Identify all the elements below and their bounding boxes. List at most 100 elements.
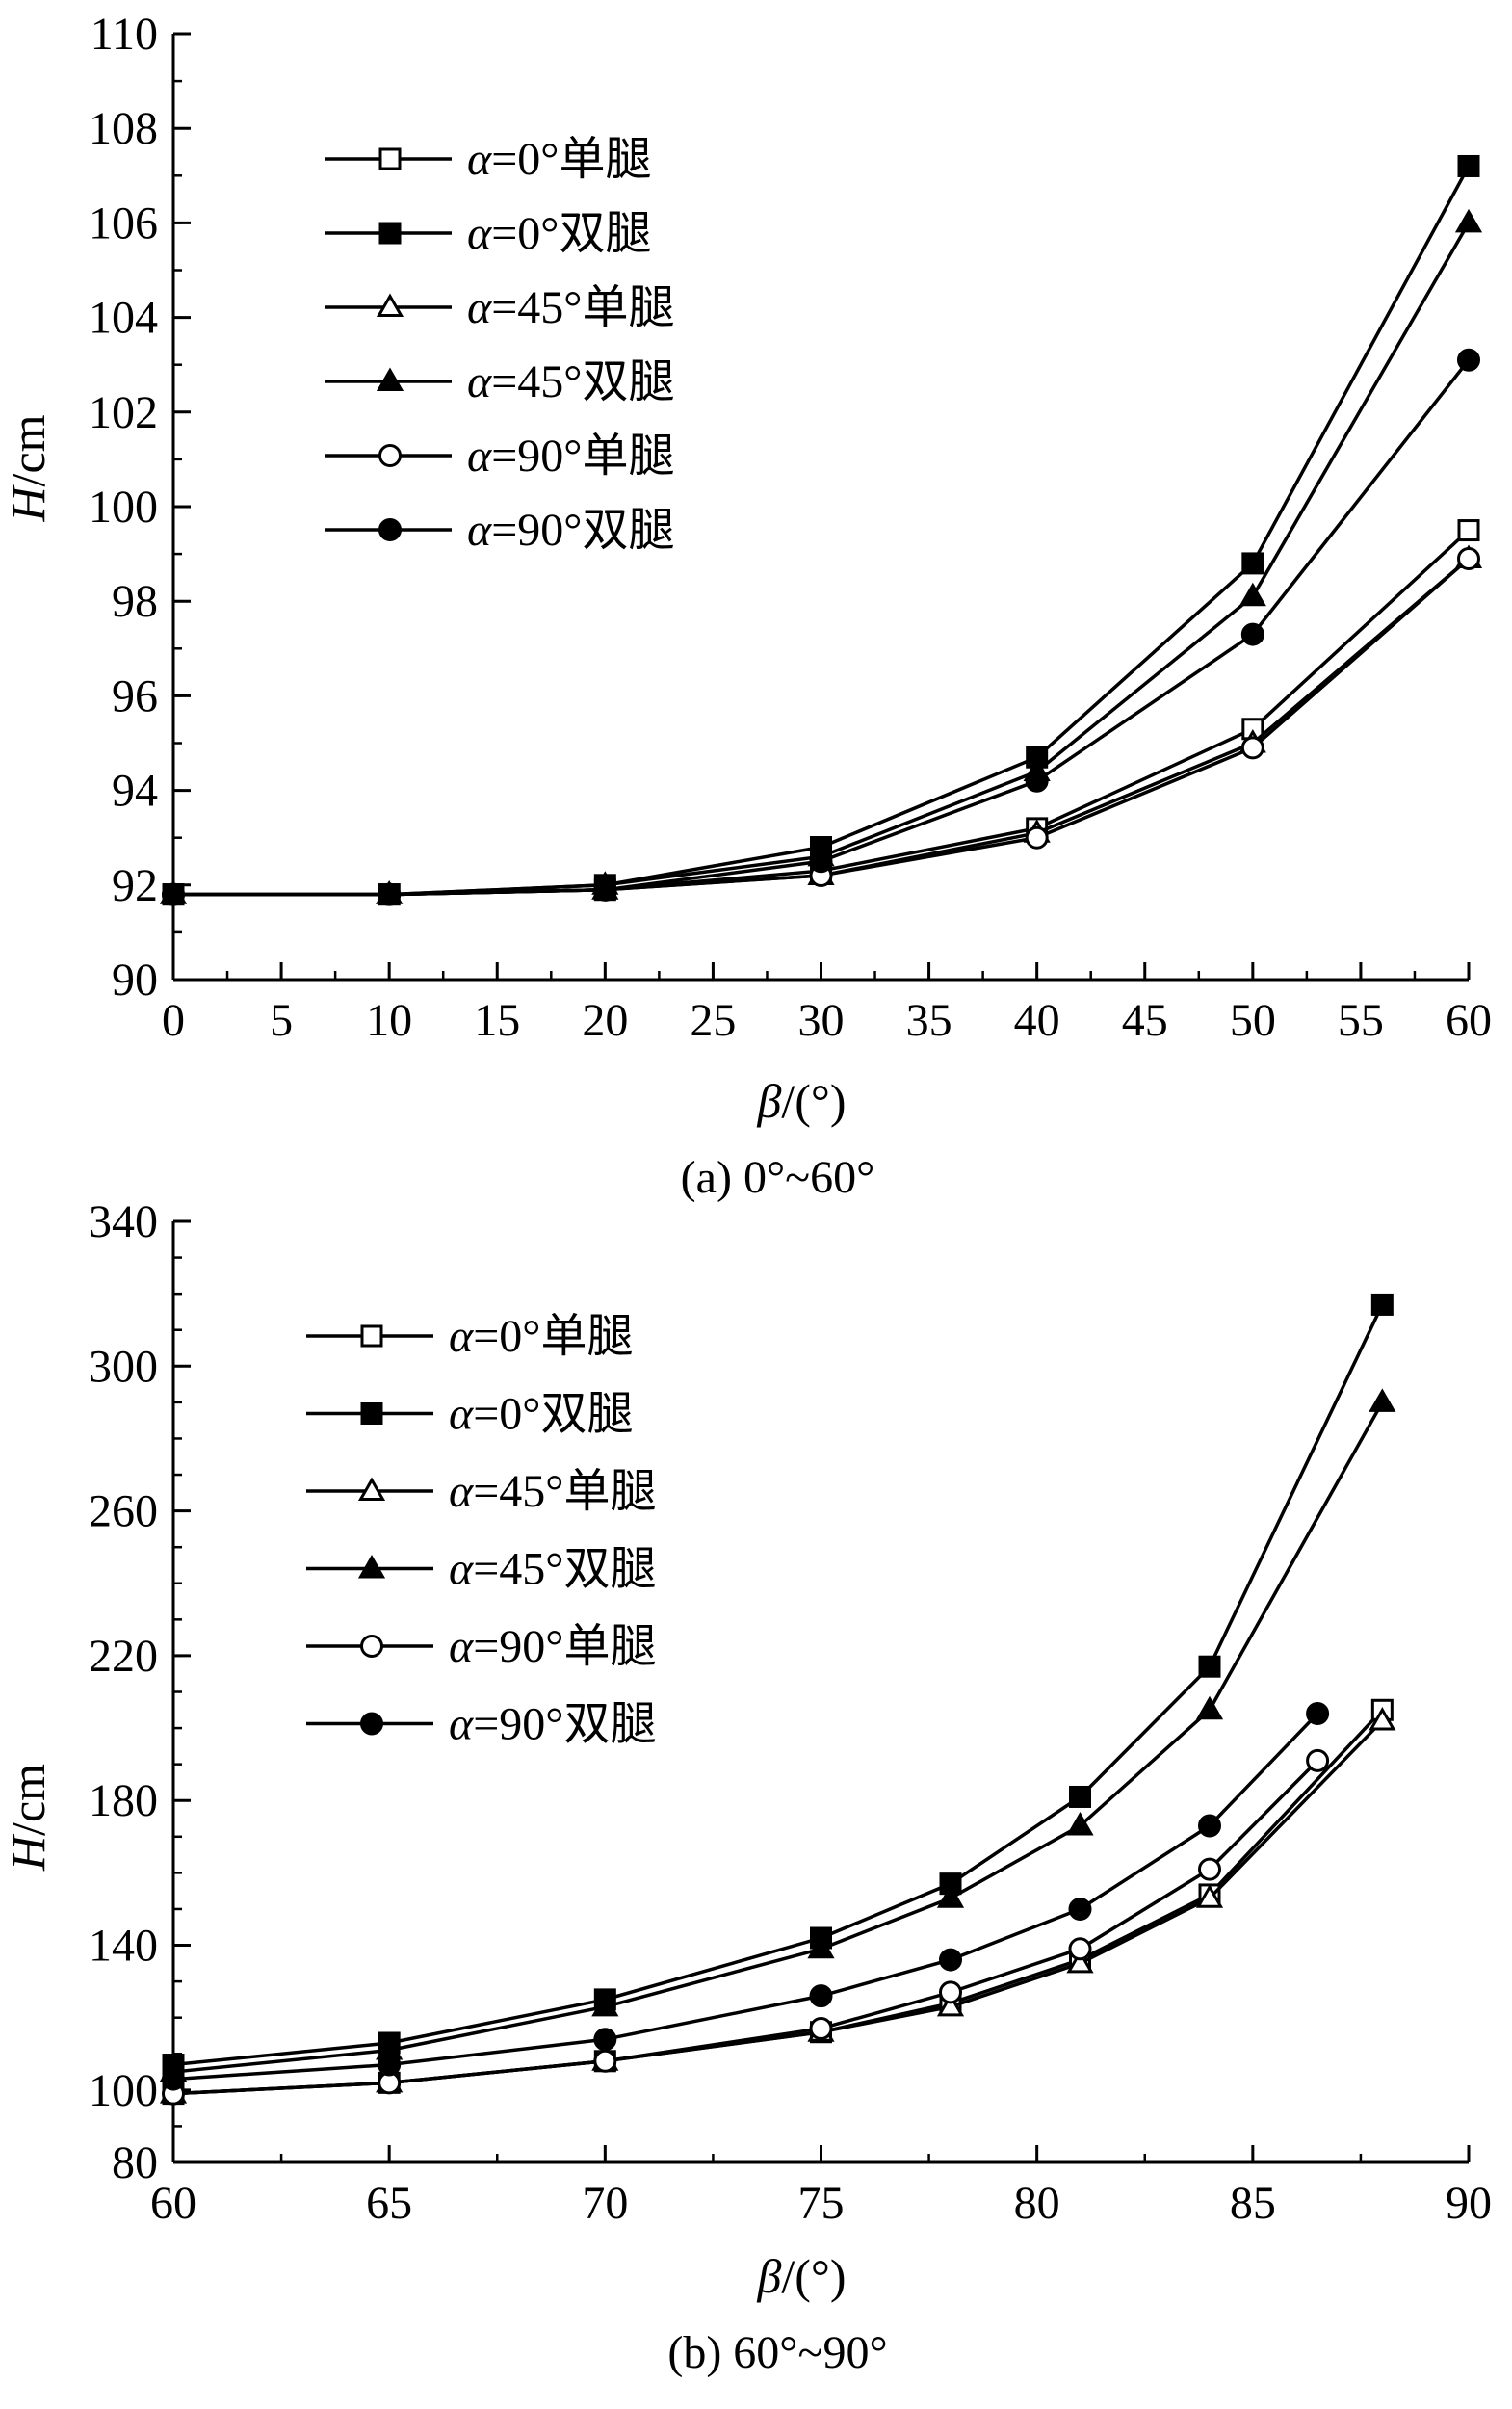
data-point [593,2049,617,2073]
legend-entry: α=45°单腿 [325,282,674,333]
data-point [1066,1949,1094,1974]
legend-label: α=0°双腿 [467,208,651,259]
series-5 [162,348,1480,906]
data-point [1369,1707,1396,1731]
data-point [162,2067,185,2091]
data-point [1195,1884,1224,1908]
series-line [173,358,1471,897]
legend-label: α=45°双腿 [467,356,674,407]
data-point [1240,622,1264,646]
y-tick-label: 94 [112,766,158,817]
data-point [593,877,617,902]
data-point [1454,208,1483,233]
x-tick-label: 45 [1122,995,1168,1046]
y-axis-label: H/cm [1,414,55,522]
legend-entry: α=45°双腿 [325,356,674,407]
series-line [172,1401,1384,2074]
legend-label: α=45°单腿 [467,282,674,333]
x-tick-label: 75 [798,2178,845,2229]
data-point [809,1984,833,2008]
data-point [1025,825,1049,850]
x-tick-label: 80 [1014,2178,1060,2229]
legend-marker [360,1712,383,1736]
legend-marker [360,1324,383,1348]
data-point [936,1992,965,2017]
data-point [809,850,833,874]
data-point [1370,1293,1394,1316]
data-point [1241,552,1264,575]
x-tick-label: 60 [1446,995,1492,1046]
legend-entry: α=0°双腿 [306,1389,633,1440]
legend-label: α=90°单腿 [467,431,674,482]
legend-label: α=0°单腿 [467,134,651,185]
legend-marker [376,367,404,391]
data-point [1066,1812,1094,1836]
y-tick-label: 100 [89,482,158,533]
x-tick-label: 30 [798,995,845,1046]
y-tick-label: 140 [89,1921,158,1972]
data-point [378,882,402,906]
data-point [1025,769,1049,793]
legend-marker [376,293,404,317]
y-tick-label: 110 [91,9,158,60]
legend-marker [360,1635,383,1658]
legend-marker [357,1554,386,1579]
series-2 [159,1707,1396,2104]
legend-label: α=45°单腿 [449,1466,656,1517]
y-axis-label: H/cm [1,1764,55,1872]
legend-label: α=90°双腿 [467,505,674,556]
series-line [172,1759,1319,2096]
data-point [1457,154,1480,177]
y-tick-label: 220 [89,1631,158,1682]
y-tick-label: 300 [89,1341,158,1392]
chart-a: 0 5 10 15 20 25 30 35 40 45 50 55 60 90 92 94 96 98 100 102… [1,9,1492,1203]
legend-marker [378,444,402,467]
legend-label: α=90°单腿 [449,1621,656,1672]
legend-marker [378,518,402,541]
y-tick-label: 102 [89,387,158,438]
figure-caption: (a) 0°~60° [681,1152,875,1203]
y-tick-label: 98 [112,576,158,627]
legend-label: α=0°单腿 [449,1311,633,1362]
data-point [1198,1814,1221,1838]
y-tick-label: 106 [89,197,158,249]
data-point [939,1980,962,2004]
data-point [593,2028,617,2052]
x-tick-label: 70 [582,2178,628,2229]
data-point [1069,1785,1091,1808]
data-point [936,1884,965,1908]
x-tick-label: 5 [270,995,293,1046]
legend-marker [357,1477,386,1501]
figure-caption: (b) 60°~90° [667,2327,887,2378]
legend-label: α=45°双腿 [449,1544,656,1595]
data-point [1306,1702,1330,1726]
series-3 [159,208,1483,904]
series-line [172,1712,1319,2082]
x-tick-label: 65 [366,2178,412,2229]
series-line [172,1303,1384,2067]
data-point [591,1992,619,2017]
data-point [939,1948,962,1972]
x-tick-label: 0 [162,995,185,1046]
x-tick-label: 15 [474,995,520,1046]
y-tick-label: 90 [112,955,158,1006]
legend-entry: α=0°单腿 [325,134,651,185]
legend-entry: α=45°双腿 [306,1544,656,1595]
legend-entry: α=90°单腿 [306,1621,656,1672]
x-tick-label: 10 [366,995,412,1046]
y-tick-label: 340 [89,1196,158,1247]
x-tick-label: 60 [150,2178,196,2229]
x-tick-label: 90 [1446,2178,1492,2229]
series-4 [162,1748,1330,2106]
x-tick-label: 85 [1230,2178,1276,2229]
x-tick-label: 25 [690,995,736,1046]
legend-entry: α=0°单腿 [306,1311,633,1362]
data-point [1068,1937,1092,1961]
series-5 [162,1702,1330,2091]
data-point [1369,1388,1396,1412]
data-point [1068,1897,1092,1921]
x-tick-label: 40 [1014,995,1060,1046]
data-point [1457,348,1480,372]
legend-label: α=90°双腿 [449,1699,656,1750]
